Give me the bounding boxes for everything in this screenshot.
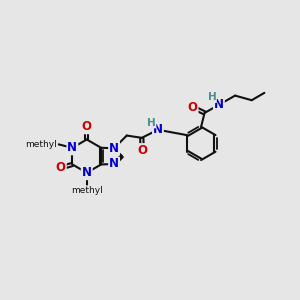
Text: O: O (137, 144, 147, 157)
Text: O: O (56, 161, 66, 174)
Text: methyl: methyl (71, 186, 103, 195)
Text: N: N (68, 141, 77, 154)
Text: N: N (109, 142, 119, 155)
Text: O: O (188, 100, 198, 114)
Text: N: N (214, 98, 224, 111)
Text: O: O (82, 120, 92, 133)
Text: H: H (208, 92, 216, 102)
Text: N: N (153, 123, 163, 136)
Text: N: N (82, 166, 92, 179)
Text: methyl: methyl (26, 140, 57, 149)
Text: H: H (147, 118, 156, 128)
Text: N: N (109, 158, 119, 170)
